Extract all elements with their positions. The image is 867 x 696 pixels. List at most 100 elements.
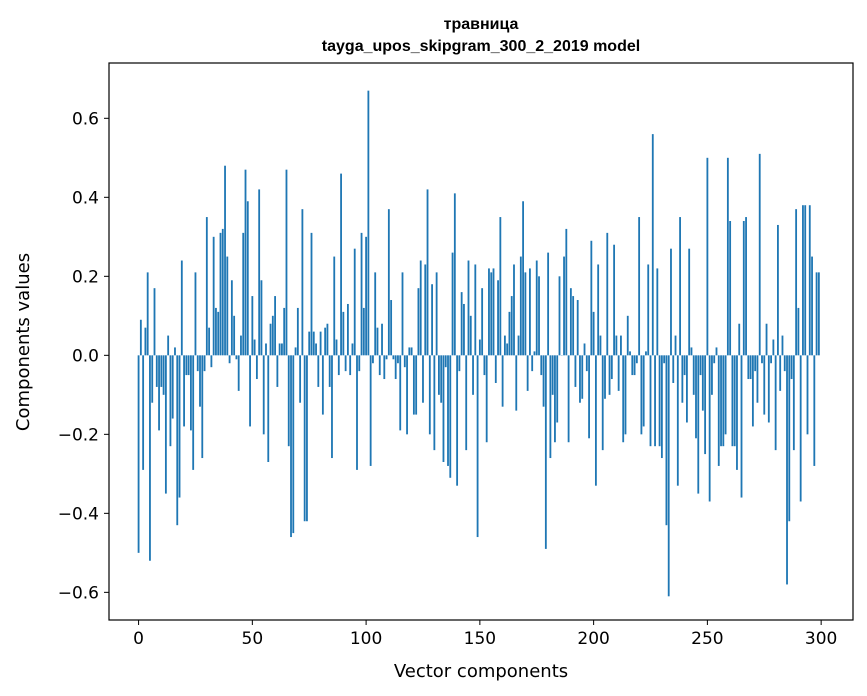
bar-191 [572, 296, 575, 356]
bar-256 [720, 355, 722, 447]
bar-181 [549, 355, 552, 459]
bar-267 [745, 217, 747, 356]
x-tick-label: 50 [242, 629, 264, 649]
bar-166 [515, 355, 518, 411]
bar-115 [399, 355, 402, 431]
bar-255 [717, 355, 720, 466]
bar-134 [442, 355, 445, 462]
bar-46 [242, 232, 245, 356]
y-axis-label: Components values [13, 253, 34, 431]
bar-161 [503, 335, 506, 356]
y-tick-label: −0.4 [58, 504, 99, 524]
bar-289 [795, 209, 798, 356]
bar-270 [751, 355, 754, 427]
bar-153 [485, 355, 488, 443]
bar-219 [635, 355, 638, 364]
bar-277 [767, 355, 770, 423]
x-tick-label: 250 [691, 629, 723, 649]
bar-163 [508, 311, 511, 356]
bar-62 [278, 343, 281, 356]
bar-230 [660, 355, 663, 459]
bar-144 [465, 355, 468, 451]
bar-156 [492, 268, 495, 356]
bar-50 [251, 296, 254, 356]
bar-100 [365, 236, 368, 356]
bar-41 [230, 280, 233, 356]
bar-250 [706, 157, 709, 356]
bar-217 [631, 355, 634, 376]
bar-265 [740, 355, 743, 498]
bar-148 [474, 264, 477, 356]
bar-95 [353, 248, 356, 356]
bar-83 [326, 323, 329, 356]
bar-94 [351, 343, 354, 356]
bar-216 [629, 351, 631, 356]
bar-82 [324, 327, 327, 356]
bar-135 [444, 355, 447, 368]
bar-245 [695, 355, 697, 439]
bar-103 [372, 355, 374, 364]
bar-276 [765, 323, 768, 356]
bar-119 [408, 347, 411, 356]
bar-107 [381, 323, 383, 356]
bar-7 [153, 288, 156, 356]
bar-155 [490, 272, 493, 356]
bar-15 [171, 355, 174, 419]
bar-192 [574, 355, 577, 387]
bar-141 [458, 355, 461, 372]
bar-38 [224, 165, 226, 356]
bar-18 [178, 355, 181, 498]
bar-93 [349, 355, 352, 376]
bar-128 [428, 355, 431, 435]
bar-11 [162, 355, 165, 395]
bar-92 [346, 303, 349, 356]
bar-114 [397, 355, 399, 364]
bar-45 [240, 335, 242, 356]
bar-6 [151, 355, 154, 403]
bar-246 [697, 355, 700, 494]
bar-17 [176, 355, 179, 526]
bar-284 [783, 355, 786, 372]
bar-258 [724, 355, 727, 435]
bar-164 [510, 296, 513, 356]
bar-261 [731, 355, 734, 447]
bar-180 [547, 252, 550, 356]
bar-33 [212, 236, 215, 356]
bar-202 [597, 264, 600, 356]
bar-240 [683, 355, 686, 376]
bar-138 [451, 252, 454, 356]
bar-154 [488, 268, 490, 356]
bar-237 [676, 355, 679, 486]
bar-193 [576, 300, 579, 356]
bar-257 [722, 355, 725, 447]
bar-72 [301, 209, 304, 356]
bar-272 [756, 355, 759, 403]
bar-195 [581, 355, 584, 399]
bar-58 [269, 323, 272, 356]
bar-187 [563, 256, 565, 356]
bar-220 [638, 217, 641, 356]
bar-9 [158, 355, 160, 431]
bar-110 [387, 209, 390, 356]
bar-132 [438, 355, 440, 395]
bar-20 [183, 355, 185, 427]
bar-19 [180, 260, 183, 356]
bar-127 [426, 189, 429, 356]
y-tick-label: 0.2 [72, 267, 99, 287]
bar-89 [340, 173, 342, 356]
bar-174 [533, 351, 536, 356]
bar-35 [217, 311, 220, 356]
bar-296 [811, 256, 813, 356]
bar-55 [262, 355, 265, 435]
bar-260 [729, 221, 732, 356]
bar-293 [804, 205, 807, 356]
bar-273 [758, 153, 761, 356]
bar-262 [733, 355, 736, 447]
bar-183 [554, 355, 556, 443]
x-axis-ticks: 0 50 100 150 200 250 300 [133, 620, 837, 649]
bar-104 [374, 272, 377, 356]
bar-23 [190, 355, 192, 431]
bar-96 [356, 355, 358, 470]
bar-105 [376, 327, 379, 356]
